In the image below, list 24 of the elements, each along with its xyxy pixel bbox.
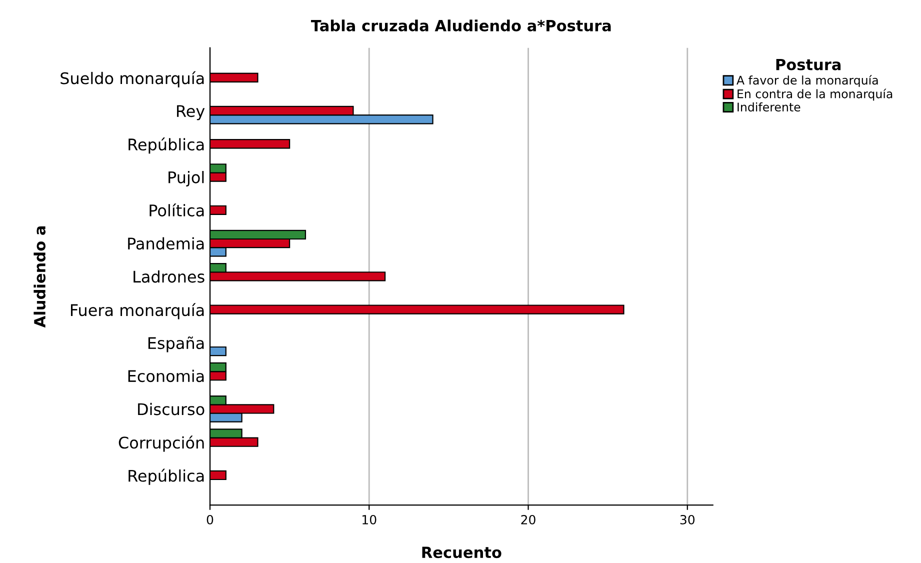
legend-label: En contra de la monarquía [738, 88, 892, 101]
y-tick-label: Corrupción [118, 436, 204, 452]
y-tick-label: Fuera monarquía [70, 303, 204, 320]
legend-label: Indiferente [738, 102, 800, 112]
legend-label: A favor de la monarquía [736, 75, 878, 87]
x-tick-label: 10 [362, 514, 376, 524]
y-tick-label: Sueldo monarquía [60, 71, 204, 88]
legend-title: Postura [776, 58, 841, 70]
x-tick-label: 30 [680, 514, 695, 524]
x-tick-label: 0 [206, 514, 214, 524]
y-tick-label: Pujol [168, 170, 204, 186]
y-tick-label: Pandemia [128, 237, 204, 250]
y-tick-label: España [148, 336, 204, 352]
y-tick-label: Rey [177, 105, 205, 120]
y-axis-title: Aludiendo a [34, 226, 46, 328]
y-tick-label: Discurso [138, 402, 204, 416]
y-tick-label: Ladrones [134, 270, 204, 283]
y-tick-label: República [128, 468, 204, 485]
y-tick-label: Política [150, 203, 204, 216]
x-axis-title: Recuento [422, 546, 502, 558]
chart-title: Tabla cruzada Aludiendo a*Postura [310, 20, 611, 32]
x-tick-label: 20 [521, 514, 536, 524]
y-tick-label: Economia [128, 370, 204, 382]
y-tick-label: República [128, 138, 204, 154]
